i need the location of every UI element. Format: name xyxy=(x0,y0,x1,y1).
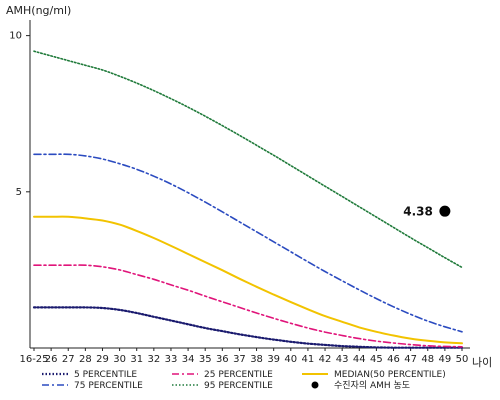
legend-label: 75 PERCENTILE xyxy=(74,381,143,391)
series-line-5-percentile xyxy=(32,306,464,349)
y-tick-label: 10 xyxy=(9,31,22,42)
x-tick-label: 42 xyxy=(319,354,332,365)
x-tick-label: 36 xyxy=(216,354,229,365)
y-axis-title: AMH(ng/ml) xyxy=(6,4,71,17)
legend: 5 PERCENTILE 25 PERCENTILE MEDIAN(50 PERCE… xyxy=(42,370,446,391)
x-tick-label: 43 xyxy=(336,354,349,365)
series-lines xyxy=(32,50,464,349)
x-tick-label: 39 xyxy=(267,354,280,365)
x-tick-label: 37 xyxy=(233,354,246,365)
legend-label: 25 PERCENTILE xyxy=(204,370,273,380)
legend-label: MEDIAN(50 PERCENTILE) xyxy=(334,370,446,380)
x-tick-label: 30 xyxy=(113,354,126,365)
patient-amh-label: 4.38 xyxy=(403,205,433,219)
x-tick-label: 33 xyxy=(165,354,178,365)
x-tick-label: 44 xyxy=(353,354,366,365)
x-tick-label: 48 xyxy=(421,354,434,365)
series-line-95-percentile xyxy=(33,50,463,269)
legend-marker-swatch xyxy=(311,381,319,389)
x-tick-label: 50 xyxy=(456,354,469,365)
x-tick-label: 32 xyxy=(147,354,160,365)
x-tick-label: 35 xyxy=(199,354,212,365)
x-tick-label: 28 xyxy=(79,354,92,365)
series-line-75-percentile xyxy=(33,153,463,333)
y-tick-label: 5 xyxy=(16,187,22,198)
x-tick-label: 38 xyxy=(250,354,263,365)
legend-label: 5 PERCENTILE xyxy=(74,370,137,380)
x-tick-label: 46 xyxy=(387,354,400,365)
x-tick-label: 27 xyxy=(62,354,75,365)
x-tick-label: 40 xyxy=(284,354,297,365)
x-tick-label: 45 xyxy=(370,354,383,365)
x-tick-label: 29 xyxy=(96,354,109,365)
x-tick-label: 31 xyxy=(130,354,143,365)
series-line-25-percentile xyxy=(33,264,463,348)
x-tick-label: 49 xyxy=(439,354,452,365)
series-line-median-50-percentile xyxy=(33,215,463,345)
x-axis-title: 나이 xyxy=(472,356,492,369)
x-tick-label: 26 xyxy=(45,354,58,365)
patient-marker-group: 4.38 xyxy=(403,205,451,219)
x-tick-label: 34 xyxy=(182,354,195,365)
x-tick-label: 41 xyxy=(302,354,315,365)
x-tick-label: 47 xyxy=(404,354,417,365)
x-tick-label: 16-25 xyxy=(19,354,48,365)
legend-label: 95 PERCENTILE xyxy=(204,381,273,391)
legend-marker-label: 수진자의 AMH 농도 xyxy=(334,380,410,391)
patient-amh-point xyxy=(439,205,451,217)
